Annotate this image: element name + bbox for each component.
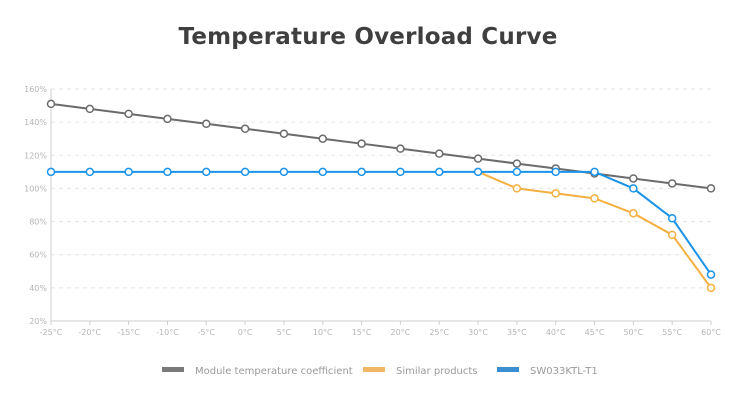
x-tick-label: 10°C [313,328,333,337]
data-point [318,167,328,177]
data-point [473,154,483,163]
data-point [163,167,172,177]
legend-label: Similar products [396,366,478,377]
x-tick-label: 60°C [701,328,721,337]
data-point [434,167,444,177]
data-point [396,167,405,177]
x-tick-label: 20°C [391,328,411,337]
y-tick-label: 160% [24,85,47,94]
series-line-0 [50,102,712,190]
chart-title: Temperature Overload Curve [178,24,558,50]
series-line-2 [51,170,712,276]
x-tick-label: 55°C [662,328,682,337]
x-tick-label: 35°C [507,328,527,337]
legend-label: SW033KTL-T1 [530,366,598,377]
data-point [240,167,250,177]
data-point [551,189,560,198]
data-point [279,129,289,138]
data-point [512,184,522,193]
x-tick-label: -10°C [156,328,179,337]
data-point [512,159,522,168]
x-tick-label: -25°C [40,328,63,337]
data-point [85,104,95,114]
data-point [590,167,599,177]
data-point [706,283,716,293]
data-point [240,124,250,134]
data-point [629,209,638,218]
x-tick-label: 30°C [468,328,488,337]
data-point [667,230,677,240]
x-tick-label: -5°C [198,328,216,337]
data-point [551,167,560,177]
data-point [706,184,716,193]
data-point [357,167,366,177]
x-tick-label: 5°C [277,328,292,337]
x-tick-label: 40°C [546,328,566,337]
data-point [396,144,405,153]
legend-swatch [497,367,519,372]
x-tick-label: 50°C [623,328,643,337]
data-point [163,114,172,124]
y-tick-label: 60% [29,251,47,260]
y-tick-label: 80% [29,218,47,227]
data-point [46,167,56,177]
data-point [46,99,56,109]
data-point [667,179,677,188]
data-point [512,167,522,177]
x-tick-label: 25°C [429,328,449,337]
y-tick-label: 20% [29,317,47,326]
data-point [706,270,716,279]
y-tick-label: 140% [24,118,47,127]
y-tick-label: 40% [29,284,47,293]
x-tick-label: 15°C [352,328,372,337]
data-point [279,167,289,177]
x-tick-label: -20°C [78,328,101,337]
data-point [667,214,677,223]
data-point [202,167,211,177]
legend-swatch [162,367,184,372]
data-point [629,184,638,193]
data-point [318,134,328,143]
x-tick-label: 0°C [238,328,253,337]
x-tick-label: -15°C [117,328,140,337]
data-point [473,167,483,177]
data-point [357,139,366,148]
y-tick-label: 100% [24,184,47,193]
data-point [124,167,133,177]
data-point [202,119,211,129]
data-point [434,149,444,158]
legend-swatch [363,367,385,372]
legend-label: Module temperature coefficient [195,366,353,377]
x-tick-label: 45°C [585,328,605,337]
data-point [590,194,599,203]
data-point [124,109,133,119]
y-tick-label: 120% [24,151,47,160]
data-point [85,167,95,177]
data-point [629,174,638,183]
